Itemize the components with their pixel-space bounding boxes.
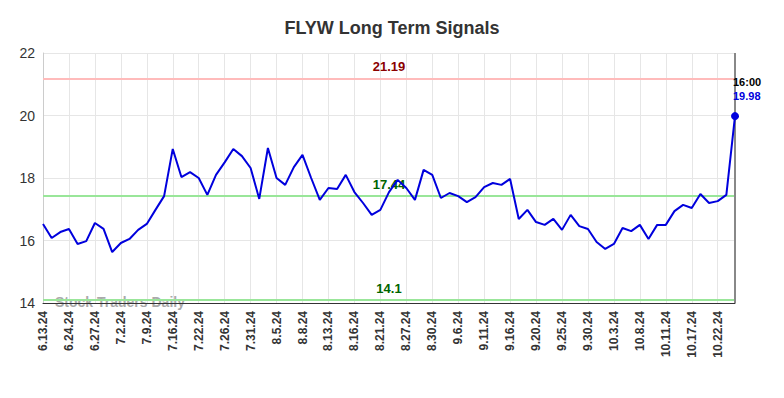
svg-text:20: 20 [19,108,35,124]
svg-text:16:00: 16:00 [733,76,761,88]
svg-text:16: 16 [19,233,35,249]
svg-text:8.5.24: 8.5.24 [270,311,284,345]
svg-text:10.11.24: 10.11.24 [659,311,673,357]
svg-text:6.27.24: 6.27.24 [88,311,102,351]
svg-text:7.16.24: 7.16.24 [166,311,180,351]
svg-text:9.20.24: 9.20.24 [529,311,543,351]
svg-text:FLYW Long Term Signals: FLYW Long Term Signals [284,18,499,38]
svg-text:8.21.24: 8.21.24 [373,311,387,351]
svg-text:10.8.24: 10.8.24 [633,311,647,351]
svg-text:6.13.24: 6.13.24 [36,311,50,351]
svg-text:8.8.24: 8.8.24 [296,311,310,345]
svg-text:8.13.24: 8.13.24 [321,311,335,351]
svg-text:9.30.24: 9.30.24 [581,311,595,351]
svg-text:7.31.24: 7.31.24 [244,311,258,351]
svg-text:7.26.24: 7.26.24 [218,311,232,351]
svg-text:10.17.24: 10.17.24 [685,311,699,358]
svg-text:18: 18 [19,170,35,186]
svg-text:7.9.24: 7.9.24 [140,311,154,345]
svg-text:14: 14 [19,295,35,311]
svg-text:22: 22 [19,45,35,61]
svg-text:21.19: 21.19 [373,59,406,74]
svg-text:7.22.24: 7.22.24 [192,311,206,351]
svg-text:9.25.24: 9.25.24 [555,311,569,351]
svg-text:9.6.24: 9.6.24 [451,311,465,345]
svg-text:14.1: 14.1 [376,281,401,296]
svg-text:8.16.24: 8.16.24 [347,311,361,351]
svg-text:6.24.24: 6.24.24 [62,311,76,351]
svg-text:7.2.24: 7.2.24 [114,311,128,345]
svg-text:9.16.24: 9.16.24 [503,311,517,351]
svg-text:9.11.24: 9.11.24 [477,311,491,351]
svg-text:8.27.24: 8.27.24 [399,311,413,351]
svg-text:Stock Traders Daily: Stock Traders Daily [55,294,185,310]
svg-text:17.44: 17.44 [372,176,406,192]
svg-text:10.22.24: 10.22.24 [711,311,725,358]
svg-text:19.98: 19.98 [733,90,761,102]
svg-text:8.30.24: 8.30.24 [425,311,439,351]
svg-text:10.3.24: 10.3.24 [607,311,621,351]
